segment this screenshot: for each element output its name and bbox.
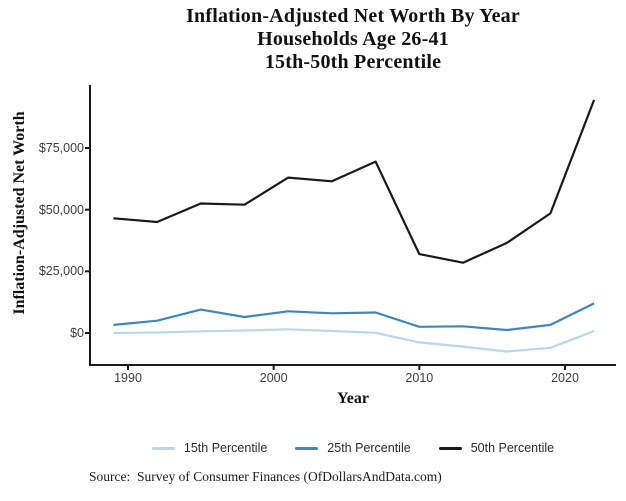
y-tick-label: $0 xyxy=(70,326,84,340)
y-tick-label: $50,000 xyxy=(38,202,84,217)
x-tick-label: 2000 xyxy=(259,371,288,385)
legend-line-swatch xyxy=(438,446,462,450)
legend-label: 50th Percentile xyxy=(470,441,555,455)
y-tick-label: $75,000 xyxy=(38,141,84,155)
chart-title: Inflation-Adjusted Net Worth By Year Hou… xyxy=(90,5,616,74)
source-caption: Source: Survey of Consumer Finances (OfD… xyxy=(89,469,442,484)
legend-label: 25th Percentile xyxy=(327,441,411,455)
chart-title-line-2: Households Age 26-41 xyxy=(257,28,449,50)
x-tick-label: 1990 xyxy=(114,371,142,385)
legend-item-50th-percentile: 50th Percentile xyxy=(438,441,555,455)
series-line-25th-percentile xyxy=(113,302,595,332)
axis-spine xyxy=(89,85,616,366)
x-tick-label: 2020 xyxy=(551,371,579,385)
y-tick-label: $25,000 xyxy=(38,264,84,279)
legend-item-15th-percentile: 15th Percentile xyxy=(151,441,268,455)
chart-title-line-3: 15th-50th Percentile xyxy=(264,51,442,73)
series-line-50th-percentile xyxy=(113,99,596,264)
chart-legend: 15th Percentile 25th Percentile 50th Perce… xyxy=(90,439,616,457)
x-axis-title: Year xyxy=(337,390,369,407)
legend-line-swatch xyxy=(295,446,319,450)
legend-line-swatch xyxy=(151,446,175,450)
series-line-15th-percentile xyxy=(113,328,595,353)
x-tick-label: 2010 xyxy=(405,371,434,385)
legend-label: 15th Percentile xyxy=(183,441,268,455)
chart-title-line-1: Inflation-Adjusted Net Worth By Year xyxy=(186,5,520,27)
legend-item-25th-percentile: 25th Percentile xyxy=(295,441,411,455)
